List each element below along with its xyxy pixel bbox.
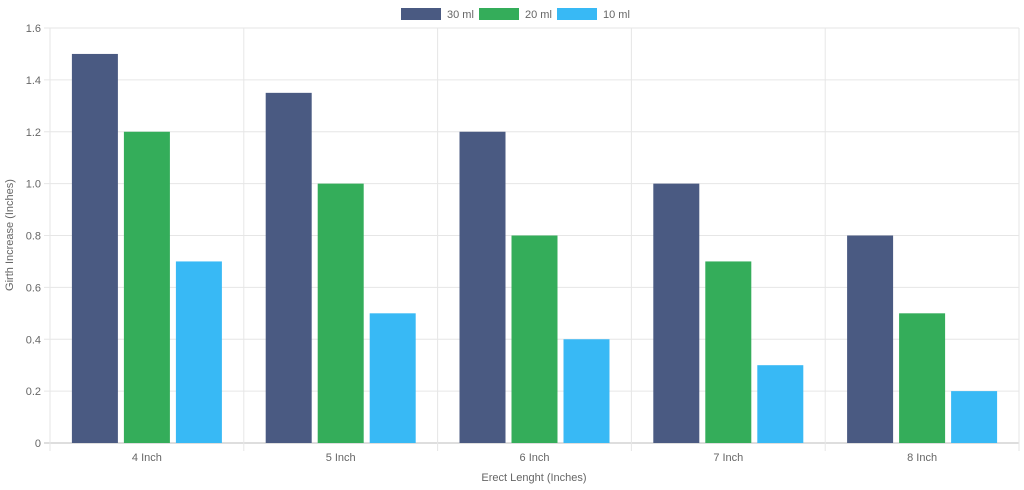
legend-item-30-ml[interactable]: 30 ml bbox=[401, 8, 474, 21]
bar-30-ml-7-inch[interactable] bbox=[653, 183, 700, 443]
y-tick-label: 1.0 bbox=[26, 179, 41, 191]
legend-swatch bbox=[479, 8, 519, 20]
legend: 30 ml 20 ml 10 ml bbox=[401, 8, 630, 21]
y-tick-label: 0.4 bbox=[26, 334, 41, 346]
y-tick-label: 1.2 bbox=[26, 127, 41, 139]
bar-10-ml-5-inch[interactable] bbox=[369, 313, 416, 443]
bar-20-ml-8-inch[interactable] bbox=[899, 313, 946, 443]
y-tick-label: 0.6 bbox=[26, 282, 41, 294]
legend-label: 10 ml bbox=[603, 9, 630, 21]
bar-20-ml-4-inch[interactable] bbox=[123, 131, 170, 443]
legend-label: 30 ml bbox=[447, 9, 474, 21]
x-tick-label: 4 Inch bbox=[132, 452, 162, 464]
y-tick-label: 1.4 bbox=[26, 75, 41, 87]
legend-item-10-ml[interactable]: 10 ml bbox=[557, 8, 630, 21]
x-tick-label: 8 Inch bbox=[907, 452, 937, 464]
axes: 0 0.2 0.4 0.6 0.8 1.0 1.2 1.4 1.6 4 Inch 5 Inch 6 I… bbox=[26, 23, 937, 464]
bar-30-ml-4-inch[interactable] bbox=[71, 53, 118, 443]
bar-30-ml-8-inch[interactable] bbox=[847, 235, 894, 444]
x-tick-label: 7 Inch bbox=[713, 452, 743, 464]
y-tick-label: 0.8 bbox=[26, 231, 41, 243]
x-tick-label: 5 Inch bbox=[326, 452, 356, 464]
bar-10-ml-8-inch[interactable] bbox=[951, 391, 998, 443]
legend-item-20-ml[interactable]: 20 ml bbox=[479, 8, 552, 21]
x-axis-title: Erect Lenght (Inches) bbox=[481, 472, 586, 484]
bar-10-ml-4-inch[interactable] bbox=[175, 261, 222, 443]
bar-20-ml-7-inch[interactable] bbox=[705, 261, 752, 443]
legend-label: 20 ml bbox=[525, 9, 552, 21]
bar-20-ml-6-inch[interactable] bbox=[511, 235, 558, 444]
bar-10-ml-6-inch[interactable] bbox=[563, 339, 610, 443]
y-tick-label: 1.6 bbox=[26, 23, 41, 35]
x-tick-label: 6 Inch bbox=[520, 452, 550, 464]
y-axis-title: Girth Increase (Inches) bbox=[4, 179, 16, 291]
bar-10-ml-7-inch[interactable] bbox=[757, 365, 804, 443]
bar-30-ml-5-inch[interactable] bbox=[265, 92, 312, 443]
bar-30-ml-6-inch[interactable] bbox=[459, 131, 506, 443]
y-tick-label: 0.2 bbox=[26, 386, 41, 398]
bars bbox=[71, 53, 998, 444]
y-tick-label: 0 bbox=[35, 438, 41, 450]
bar-20-ml-5-inch[interactable] bbox=[317, 183, 364, 443]
legend-swatch bbox=[401, 8, 441, 20]
legend-swatch bbox=[557, 8, 597, 20]
